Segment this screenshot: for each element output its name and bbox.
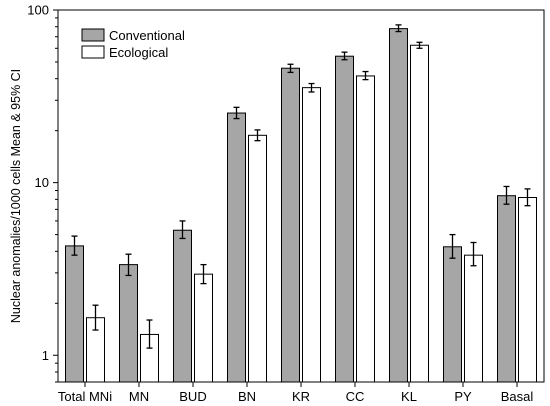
plot-frame <box>57 9 545 383</box>
bar-ecological <box>194 273 213 383</box>
y-tick-label: 1 <box>42 348 49 363</box>
x-tick-label: BN <box>238 389 256 404</box>
x-tick-label: Basal <box>501 389 534 404</box>
bar-conventional <box>173 229 192 383</box>
bar-conventional <box>443 246 462 383</box>
legend: Conventional Ecological <box>81 28 185 60</box>
legend-swatch-conventional <box>81 28 105 42</box>
x-tick-label: PY <box>454 389 472 404</box>
x-tick-label: KR <box>292 389 310 404</box>
bar-ecological <box>410 44 429 383</box>
bar-conventional <box>119 264 138 383</box>
bar-conventional <box>227 112 246 383</box>
legend-label: Conventional <box>109 28 185 43</box>
bar-conventional <box>65 245 84 383</box>
x-tick-label: Total MNi <box>58 389 112 404</box>
x-tick-label: MN <box>129 389 149 404</box>
bar-conventional <box>281 67 300 383</box>
bar-ecological <box>248 134 267 383</box>
y-axis-label: Nuclear anomalies/1000 cells Mean & 95% … <box>9 69 23 323</box>
legend-label: Ecological <box>109 45 168 60</box>
bar-conventional <box>335 55 354 383</box>
bar-ecological <box>464 254 483 383</box>
x-tick-label: KL <box>401 389 417 404</box>
plot-area: 1 10 100 Total MNi MN BUD BN KR CC KL PY Basal <box>27 3 537 404</box>
x-tick-label: CC <box>346 389 365 404</box>
legend-swatch-ecological <box>81 45 105 59</box>
y-tick-label: 100 <box>27 3 49 18</box>
bar-ecological <box>518 197 537 383</box>
y-tick-label: 10 <box>35 175 49 190</box>
bar-conventional <box>389 28 408 383</box>
bar-ecological <box>302 87 321 383</box>
bar-ecological <box>356 75 375 383</box>
x-tick-label: BUD <box>179 389 206 404</box>
bar-conventional <box>497 195 516 383</box>
